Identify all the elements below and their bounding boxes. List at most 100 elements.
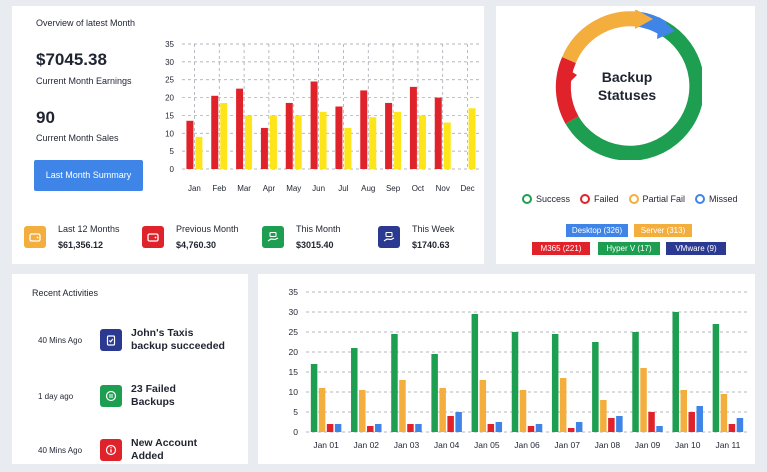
bar <box>318 388 326 432</box>
legend-circle-icon <box>522 194 532 204</box>
stat-item: Previous Month $4,760.30 <box>142 224 257 254</box>
x-tick-label: Feb <box>212 184 226 193</box>
bar <box>519 390 527 432</box>
y-tick-label: 30 <box>165 58 174 67</box>
bar <box>434 97 442 169</box>
y-tick-label: 20 <box>165 94 174 103</box>
bar <box>648 412 655 432</box>
activity-item[interactable]: 40 Mins Ago New Account Added <box>12 436 248 464</box>
stat-value: $4,760.30 <box>176 240 217 250</box>
bar <box>495 422 503 432</box>
info-icon <box>100 439 122 461</box>
stat-label: Previous Month <box>176 224 239 234</box>
bar <box>269 115 277 169</box>
y-tick-label: 0 <box>293 427 298 437</box>
legend-label: Missed <box>709 194 738 204</box>
daily-backups-chart: 0 5 10 15 20 25 30 35 Jan 01 Jan 02 Jan 03 Jan 04 Ja… <box>289 287 748 450</box>
backup-tag[interactable]: Hyper V (17) <box>598 242 660 255</box>
bar <box>359 390 366 432</box>
activity-item[interactable]: 1 day ago 23 Failed Backups <box>12 382 248 410</box>
overview-panel: Overview of latest Month $7045.38 Curren… <box>12 6 484 264</box>
bar <box>220 102 228 169</box>
legend-circle-icon <box>695 194 706 204</box>
bar <box>334 424 342 432</box>
daily-backups-panel: 0 5 10 15 20 25 30 35 Jan 01 Jan 02 Jan 03 Jan 04 Ja… <box>258 274 755 464</box>
legend-label: Partial Fail <box>642 194 686 204</box>
earnings-label: Current Month Earnings <box>36 76 132 86</box>
x-tick-label: Jan 11 <box>715 440 740 450</box>
failed-arrow-icon <box>561 65 577 89</box>
partial-fail-arrow-icon <box>635 10 653 29</box>
bar <box>632 332 639 432</box>
x-tick-label: Aug <box>361 184 375 193</box>
x-tick-label: Jan 03 <box>394 440 420 450</box>
success-arc <box>565 21 702 160</box>
bar <box>310 81 318 169</box>
x-tick-label: Jan 07 <box>554 440 580 450</box>
bar <box>344 127 352 169</box>
backup-donut-chart: Backup Statuses <box>555 10 702 160</box>
y-tick-label: 15 <box>165 111 174 120</box>
bar <box>294 115 302 169</box>
x-tick-label: Dec <box>460 184 474 193</box>
document-icon <box>100 385 122 407</box>
activity-time: 40 Mins Ago <box>38 446 83 455</box>
activity-text: John's Taxis backup succeeded <box>131 327 241 353</box>
x-tick-label: Jan 08 <box>595 440 621 450</box>
x-tick-label: Jan 10 <box>675 440 701 450</box>
bar <box>443 122 451 169</box>
activity-text-line2: Backups <box>131 396 175 408</box>
legend-circle-icon <box>580 194 591 204</box>
monthly-earnings-chart: 0 5 10 15 20 25 30 35 Jan Feb Mar Apr May Jun Jul Aug Se… <box>165 40 480 193</box>
x-tick-label: Oct <box>412 184 425 193</box>
y-tick-label: 35 <box>165 40 174 49</box>
x-tick-label: Jan 05 <box>474 440 500 450</box>
legend-label: Failed <box>594 194 619 204</box>
bar <box>479 380 487 432</box>
backup-title-line1: Backup <box>602 69 653 85</box>
bar <box>399 380 406 432</box>
stat-item: Last 12 Months $61,356.12 <box>24 224 139 254</box>
activity-time: 1 day ago <box>38 392 74 401</box>
recent-activities-panel: Recent Activities 40 Mins Ago John's Taxi… <box>12 274 248 464</box>
bar <box>375 424 382 432</box>
stat-value: $3015.40 <box>296 240 334 250</box>
legend-item: Success <box>522 194 570 204</box>
bar <box>367 426 374 432</box>
bar <box>728 424 736 432</box>
bar <box>439 388 446 432</box>
money-hand-icon <box>262 226 284 248</box>
y-tick-label: 35 <box>289 287 299 297</box>
bar <box>385 102 393 169</box>
activity-text-line2: Added <box>131 450 164 462</box>
bar <box>236 88 244 169</box>
legend-item: Missed <box>695 194 738 204</box>
legend-circle-icon <box>628 194 639 204</box>
bar <box>186 120 194 169</box>
wallet-icon <box>24 226 46 248</box>
last-month-summary-button[interactable]: Last Month Summary <box>34 160 143 191</box>
bar <box>736 418 744 432</box>
x-tick-label: Nov <box>436 184 450 193</box>
bar <box>696 406 703 432</box>
bar <box>447 416 454 432</box>
backup-tag[interactable]: Server (313) <box>634 224 692 237</box>
bar <box>455 412 462 432</box>
backup-tag[interactable]: M365 (221) <box>532 242 590 255</box>
bar <box>559 378 567 432</box>
x-tick-label: May <box>286 184 301 193</box>
y-tick-label: 5 <box>293 407 298 417</box>
backup-tag[interactable]: VMware (9) <box>666 242 726 255</box>
activity-item[interactable]: 40 Mins Ago John's Taxis backup succeeded <box>12 326 248 354</box>
bar <box>511 332 519 432</box>
sales-label: Current Month Sales <box>36 133 119 143</box>
bar <box>487 424 495 432</box>
bar <box>431 354 438 432</box>
stat-item: This Month $3015.40 <box>262 224 377 254</box>
bar <box>211 95 219 169</box>
x-tick-label: Jan 02 <box>354 440 380 450</box>
backup-tag[interactable]: Desktop (326) <box>566 224 628 237</box>
y-tick-label: 25 <box>165 76 174 85</box>
bar <box>640 368 647 432</box>
activity-text-line2: backup succeeded <box>131 340 225 352</box>
